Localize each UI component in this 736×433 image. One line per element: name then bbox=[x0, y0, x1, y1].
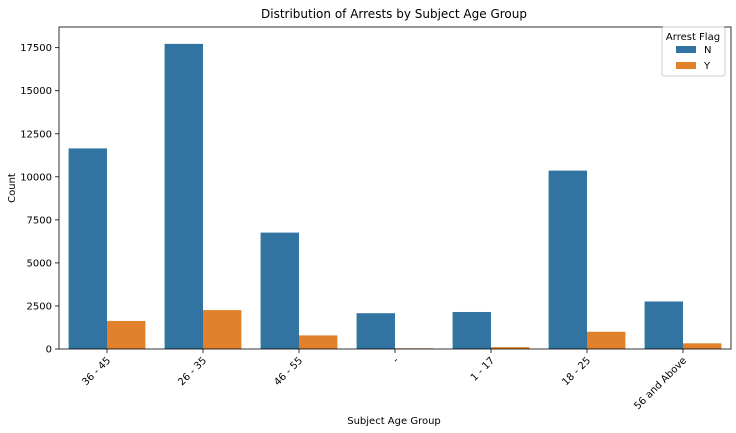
legend-title: Arrest Flag bbox=[666, 32, 720, 43]
bar-y-6 bbox=[683, 343, 722, 349]
bar-n-4 bbox=[452, 311, 491, 349]
bar-n-2 bbox=[260, 232, 299, 349]
y-axis-title: Count bbox=[7, 173, 18, 203]
bar-y-4 bbox=[491, 347, 530, 349]
y-tick-label-1: 2500 bbox=[27, 301, 52, 312]
x-tick-label-4: 1 - 17 bbox=[469, 355, 497, 383]
bar-n-0 bbox=[68, 148, 107, 349]
legend-label-y: Y bbox=[703, 61, 711, 72]
y-tick-label-0: 0 bbox=[46, 345, 52, 356]
legend: Arrest Flag N Y bbox=[661, 26, 726, 77]
bar-y-0 bbox=[107, 320, 146, 349]
y-tick-label-4: 10000 bbox=[20, 172, 52, 183]
y-tick-label-2: 5000 bbox=[27, 258, 52, 269]
bar-n-1 bbox=[164, 43, 203, 349]
bar-y-2 bbox=[299, 335, 338, 349]
y-tick-label-7: 17500 bbox=[20, 43, 52, 54]
x-tick-label-5: 18 - 25 bbox=[560, 355, 593, 388]
bar-n-5 bbox=[548, 170, 587, 349]
chart-title: Distribution of Arrests by Subject Age G… bbox=[261, 7, 527, 21]
legend-label-n: N bbox=[704, 45, 711, 56]
x-tick-label-6: 56 and Above bbox=[632, 355, 689, 412]
x-tick-label-3: - bbox=[391, 355, 402, 366]
plot-frame bbox=[58, 26, 732, 350]
bar-y-1 bbox=[203, 310, 242, 349]
x-tick-label-0: 36 - 45 bbox=[80, 355, 113, 388]
x-tick-label-2: 46 - 55 bbox=[272, 355, 305, 388]
bar-n-6 bbox=[644, 301, 683, 349]
plot-area: 0 2500 5000 7500 10000 12500 15000 17500 36 - 45… bbox=[20, 26, 732, 412]
y-tick-label-6: 15000 bbox=[20, 86, 52, 97]
x-tick-label-1: 26 - 35 bbox=[176, 355, 209, 388]
legend-swatch-y bbox=[676, 62, 696, 69]
bar-y-5 bbox=[587, 331, 626, 349]
y-tick-label-3: 7500 bbox=[27, 215, 52, 226]
y-tick-label-5: 12500 bbox=[20, 129, 52, 140]
bar-n-3 bbox=[356, 313, 395, 349]
x-axis-title: Subject Age Group bbox=[347, 416, 441, 427]
legend-swatch-n bbox=[676, 46, 696, 53]
